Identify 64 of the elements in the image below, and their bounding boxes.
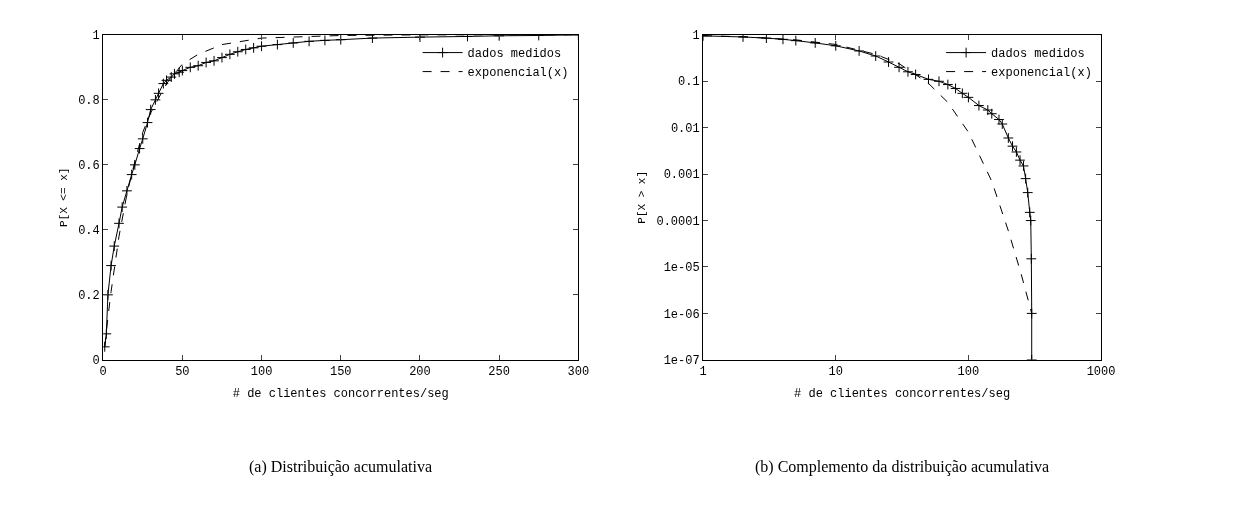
legend-label: exponencial(x) — [467, 66, 569, 81]
y-tick-label: 1e-05 — [663, 261, 700, 276]
x-tick-label: 100 — [957, 365, 980, 380]
y-tick-label: 0 — [92, 354, 100, 369]
point — [248, 42, 260, 54]
y-tick-label: 0.2 — [78, 289, 100, 304]
point — [145, 104, 157, 115]
y-tick-label: 0.6 — [78, 159, 100, 174]
x-tick-label: 1000 — [1086, 365, 1116, 380]
x-tick-label: 100 — [250, 365, 273, 380]
point — [161, 74, 172, 86]
y-tick-label: 1 — [92, 29, 100, 44]
x-tick-label: 50 — [175, 365, 190, 380]
point — [200, 57, 212, 68]
point — [303, 35, 315, 47]
legend-label: dados medidos — [991, 47, 1085, 62]
y-tick-label: 0.001 — [663, 168, 700, 183]
x-tick-label: 150 — [329, 365, 352, 380]
point — [240, 44, 252, 55]
point — [108, 240, 120, 252]
y-tick-label: 0.8 — [78, 94, 100, 109]
point — [157, 78, 169, 89]
y-axis-title: P[X <= x] — [57, 167, 70, 228]
point — [153, 87, 164, 99]
point — [208, 55, 220, 67]
y-tick-label: 0.1 — [678, 75, 700, 90]
legend-label: dados medidos — [467, 47, 562, 62]
point — [367, 34, 378, 44]
y-tick-label: 0.4 — [78, 224, 100, 239]
point — [319, 34, 331, 46]
point — [184, 61, 196, 73]
x-tick-label: 250 — [488, 365, 510, 380]
y-tick-label: 0.0001 — [656, 214, 700, 229]
x-axis-title: # de clientes concorrentes/seg — [794, 387, 1011, 402]
point — [113, 217, 125, 229]
text: (a) Distribuição acumulativa — [249, 458, 433, 476]
y-tick-label: 1e-07 — [663, 354, 700, 369]
text: (b) Complemento da distribuição acumulativa — [755, 458, 1050, 476]
point — [150, 94, 161, 106]
point — [287, 37, 299, 49]
point — [216, 52, 228, 63]
point — [137, 133, 149, 145]
point — [169, 68, 180, 80]
point — [232, 46, 244, 58]
point — [142, 117, 153, 128]
x-tick-label: 300 — [567, 365, 590, 380]
point — [462, 34, 473, 42]
x-axis-title: # de clientes concorrentes/seg — [232, 387, 449, 402]
x-tick-label: 200 — [409, 365, 431, 380]
point — [121, 185, 133, 197]
point — [414, 34, 426, 43]
point — [105, 260, 117, 271]
y-tick-label: 1e-06 — [663, 307, 700, 322]
x-tick-label: 10 — [828, 365, 843, 380]
point — [256, 40, 267, 52]
point — [192, 60, 204, 72]
point — [126, 169, 138, 180]
legend-label: exponencial(x) — [991, 66, 1092, 81]
point — [224, 48, 236, 60]
y-tick-label: 1 — [692, 29, 700, 44]
point — [116, 201, 128, 213]
y-axis-title: P[X > x] — [636, 170, 649, 224]
point — [272, 39, 283, 50]
y-tick-label: 0.01 — [670, 121, 700, 136]
